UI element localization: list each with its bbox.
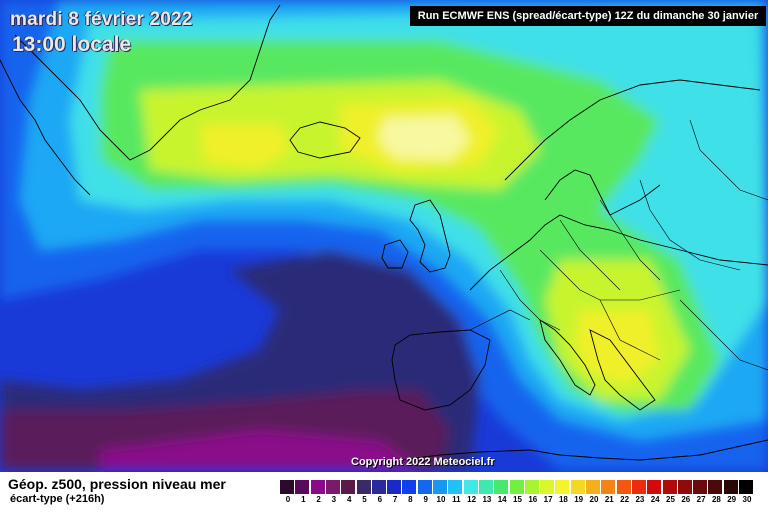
- scale-swatch: [677, 480, 693, 494]
- scale-swatch: [463, 480, 479, 494]
- scale-label: 7: [392, 495, 398, 504]
- scale-label: 8: [408, 495, 413, 504]
- greenland-coast: [14, 4, 281, 161]
- scale-swatch: [448, 480, 464, 494]
- forecast-time: 13:00 locale: [12, 33, 132, 56]
- scale-swatch: [647, 480, 663, 494]
- coastlines: [0, 4, 768, 461]
- ireland-coast: [381, 239, 409, 269]
- africa-coast: [399, 439, 768, 461]
- scale-label: 10: [436, 495, 446, 504]
- scale-swatch: [540, 480, 556, 494]
- scale-label: 20: [589, 495, 599, 504]
- scale-swatch: [387, 480, 403, 494]
- scale-swatch: [509, 480, 525, 494]
- scale-swatch: [356, 480, 372, 494]
- scale-label: 30: [742, 495, 752, 504]
- borders: [469, 119, 768, 371]
- field-title: Géop. z500, pression niveau mer: [8, 476, 226, 492]
- scale-swatch: [693, 480, 709, 494]
- scale-label: 3: [331, 495, 337, 504]
- scale-swatch: [616, 480, 632, 494]
- scale-label: 28: [711, 495, 721, 504]
- scale-swatch: [708, 480, 724, 494]
- scale-label: 6: [377, 495, 383, 504]
- run-info: Run ECMWF ENS (spread/écart-type) 12Z du…: [410, 6, 766, 26]
- iberia-coast: [391, 329, 491, 411]
- scale-swatch: [478, 480, 494, 494]
- iceland-coast: [289, 121, 361, 159]
- scale-swatch: [570, 480, 586, 494]
- scale-label: 27: [696, 495, 706, 504]
- scale-label: 17: [543, 495, 553, 504]
- scale-label: 14: [497, 495, 507, 504]
- forecast-date: mardi 8 février 2022: [10, 9, 193, 30]
- scale-swatch: [402, 480, 418, 494]
- scale-label: 13: [482, 495, 492, 504]
- scale-swatch: [280, 480, 295, 494]
- scale-swatch: [555, 480, 571, 494]
- europe-coast: [469, 214, 768, 291]
- scale-swatch: [417, 480, 433, 494]
- scale-label: 5: [362, 495, 367, 504]
- scale-swatch: [524, 480, 540, 494]
- scale-label: 18: [558, 495, 568, 504]
- scale-swatch: [601, 480, 617, 494]
- scale-swatch: [310, 480, 326, 494]
- legend-bar: Géop. z500, pression niveau mer écart-ty…: [0, 472, 768, 512]
- italy-coast: [539, 318, 596, 396]
- scale-label: 21: [604, 495, 614, 504]
- scale-swatch: [341, 480, 357, 494]
- scale-label: 11: [452, 495, 461, 504]
- scandinavia-coast: [504, 79, 761, 181]
- scale-swatch: [295, 480, 311, 494]
- scale-label: 23: [635, 495, 645, 504]
- scale-swatch: [662, 480, 678, 494]
- field-pale-core: [378, 116, 470, 160]
- scale-swatch: [631, 480, 647, 494]
- scale-label: 1: [301, 495, 306, 504]
- scale-swatch: [586, 480, 601, 494]
- scale-label: 2: [316, 495, 321, 504]
- scale-label: 29: [727, 495, 737, 504]
- scale-label: 15: [513, 495, 522, 504]
- scale-swatch: [739, 480, 754, 494]
- field-yellow-west: [200, 125, 290, 168]
- scale-swatch: [371, 480, 387, 494]
- britain-coast: [409, 199, 451, 273]
- scale-label: 4: [346, 495, 352, 504]
- spread-map: [0, 0, 768, 472]
- scale-swatch: [433, 480, 448, 494]
- balkan-coast: [589, 329, 656, 411]
- scale-label: 19: [574, 495, 584, 504]
- scale-label: 16: [528, 495, 538, 504]
- scale-label: 9: [423, 495, 428, 504]
- field-yellow-east: [575, 310, 660, 385]
- scale-swatch: [494, 480, 510, 494]
- scale-label: 22: [620, 495, 630, 504]
- scale-label: 25: [666, 495, 675, 504]
- field-magenta: [100, 430, 420, 470]
- field-subtitle: écart-type (+216h): [10, 493, 105, 505]
- scale-swatch: [723, 480, 739, 494]
- scale-label: 24: [650, 495, 660, 504]
- scale-label: 12: [467, 495, 477, 504]
- scale-label: 26: [681, 495, 691, 504]
- scale-swatch: [325, 480, 341, 494]
- copyright: Copyright 2022 Meteociel.fr: [351, 456, 495, 468]
- scale-label: 0: [285, 495, 291, 504]
